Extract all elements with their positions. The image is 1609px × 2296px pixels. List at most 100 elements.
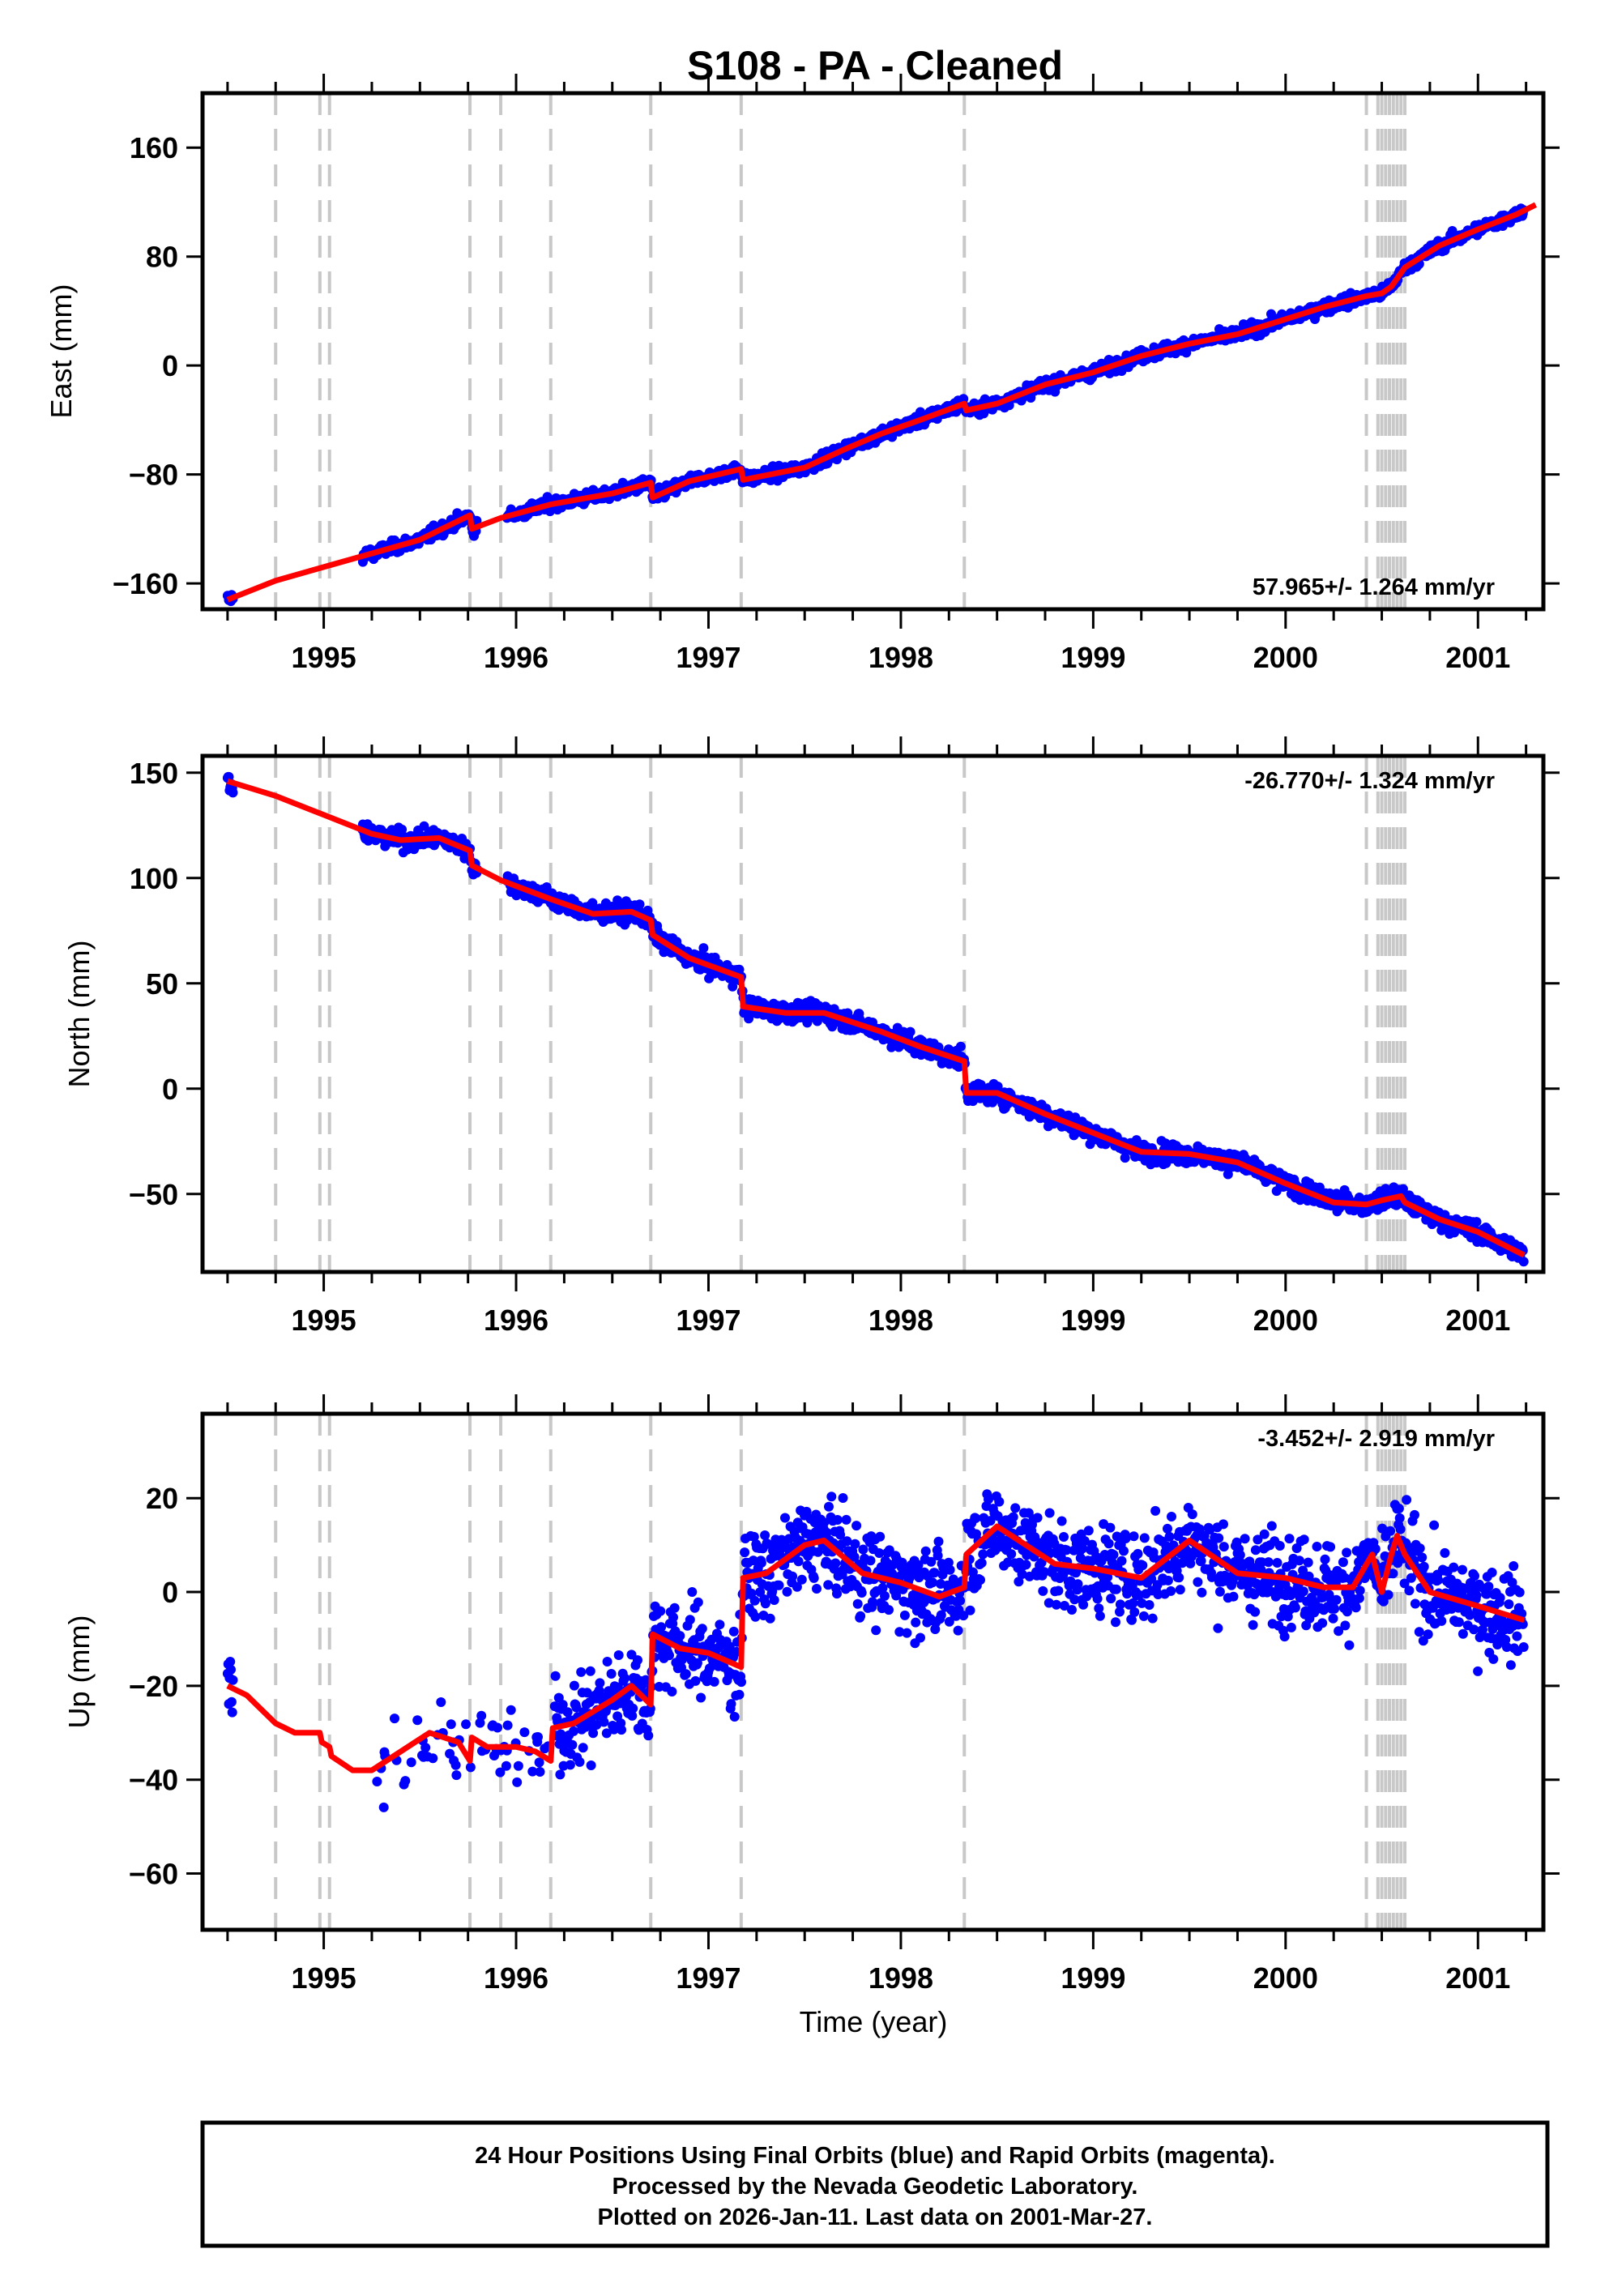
data-point	[1320, 1554, 1330, 1564]
data-point	[555, 1769, 565, 1780]
data-point	[1137, 1598, 1147, 1608]
data-point	[228, 787, 238, 798]
data-point	[1053, 1585, 1064, 1596]
data-point	[905, 1026, 915, 1037]
data-point	[874, 1548, 885, 1558]
data-point	[920, 1546, 931, 1556]
data-point	[1079, 1536, 1090, 1546]
data-point	[656, 1622, 667, 1632]
data-point	[1129, 1531, 1139, 1542]
data-point	[1103, 1538, 1114, 1549]
data-point	[1196, 1556, 1206, 1566]
data-point	[420, 1743, 431, 1753]
data-point	[1429, 1520, 1440, 1530]
data-point	[690, 1675, 701, 1686]
data-point	[1108, 1550, 1119, 1560]
data-point	[842, 1536, 852, 1547]
data-point	[578, 1743, 588, 1753]
data-point	[1115, 1607, 1125, 1617]
up-plot-area	[222, 1414, 1529, 1930]
data-point	[667, 1687, 677, 1696]
data-point	[586, 1760, 596, 1770]
data-point	[1329, 1603, 1340, 1614]
data-point	[655, 1606, 666, 1616]
data-point	[871, 1625, 881, 1636]
data-point	[1133, 1548, 1143, 1559]
data-point	[1276, 1611, 1287, 1622]
data-point	[535, 1767, 545, 1777]
data-point	[569, 1726, 578, 1736]
x-tick-label: 1997	[676, 1304, 740, 1337]
data-point	[664, 1650, 674, 1661]
data-point	[1137, 1560, 1148, 1571]
data-point	[793, 1556, 804, 1567]
data-point	[1144, 1600, 1154, 1610]
data-point	[574, 1756, 585, 1767]
data-point	[493, 1722, 503, 1733]
data-point	[1094, 1603, 1104, 1614]
data-point	[1008, 1512, 1018, 1522]
data-point	[1235, 1550, 1245, 1560]
data-point	[1065, 1576, 1076, 1586]
x-tick-label: 1999	[1061, 1304, 1125, 1337]
data-point	[675, 1631, 685, 1641]
data-point	[588, 1728, 599, 1739]
data-point	[681, 1669, 691, 1679]
data-point	[823, 1580, 834, 1590]
data-point	[1419, 1561, 1429, 1572]
data-point	[1218, 1519, 1228, 1530]
data-point	[780, 1513, 790, 1523]
data-point	[696, 1692, 706, 1703]
data-point	[1078, 1599, 1089, 1610]
data-point	[1129, 1607, 1140, 1617]
data-point	[877, 1583, 888, 1594]
data-point	[858, 1544, 869, 1555]
data-point	[633, 1655, 642, 1666]
data-point	[1017, 1569, 1027, 1579]
data-point	[1069, 1594, 1080, 1605]
data-point	[461, 1719, 472, 1730]
north-rate-annotation: -26.770+/- 1.324 mm/yr	[1244, 768, 1495, 794]
data-point	[975, 1575, 985, 1585]
data-point	[750, 1611, 761, 1622]
data-point	[533, 1732, 543, 1742]
data-point	[397, 824, 408, 834]
data-point	[1206, 1572, 1217, 1582]
east-rate-annotation: 57.965+/- 1.264 mm/yr	[1253, 574, 1495, 600]
data-point	[585, 1666, 595, 1676]
data-point	[1112, 1531, 1122, 1542]
data-point	[985, 1516, 996, 1526]
data-point	[1395, 1524, 1406, 1534]
data-point	[709, 1676, 719, 1687]
data-point	[567, 1739, 578, 1750]
data-point	[1304, 1571, 1314, 1581]
data-point	[1163, 1575, 1173, 1585]
data-point	[1021, 1560, 1031, 1570]
data-point	[729, 1712, 740, 1722]
data-point	[813, 1547, 823, 1557]
data-point	[819, 1517, 830, 1528]
data-point	[760, 1530, 770, 1540]
data-point	[1197, 1587, 1207, 1598]
data-point	[1014, 1577, 1024, 1587]
data-point	[1223, 1169, 1233, 1180]
x-tick-label: 1996	[484, 641, 548, 674]
data-point	[643, 1731, 654, 1741]
data-point	[400, 1776, 411, 1786]
data-point	[826, 1492, 837, 1502]
y-tick-label: 50	[146, 967, 178, 1001]
data-point	[978, 1549, 988, 1560]
y-tick-label: 150	[130, 757, 178, 790]
data-point	[926, 1556, 937, 1567]
data-point	[1010, 1503, 1021, 1513]
data-point	[724, 1641, 735, 1652]
data-point	[1394, 1513, 1405, 1523]
data-point	[1128, 1598, 1138, 1608]
data-point	[1116, 1556, 1127, 1566]
data-point	[953, 1625, 963, 1636]
data-point	[1044, 1508, 1055, 1518]
data-point	[1044, 1598, 1054, 1608]
data-point	[913, 1560, 924, 1570]
data-point	[1056, 1516, 1067, 1526]
data-point	[627, 1710, 638, 1721]
